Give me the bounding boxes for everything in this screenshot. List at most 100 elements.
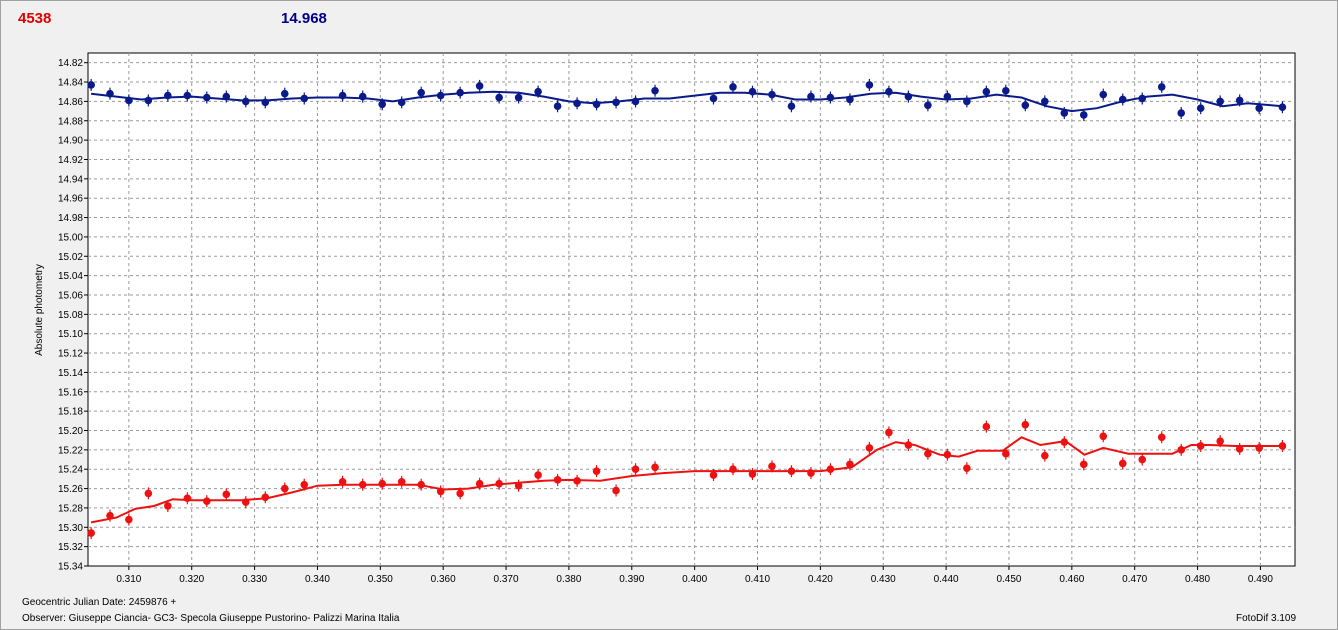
red-data-point [982,422,991,431]
x-tick-label: 0.390 [619,574,644,585]
y-tick-label: 15.10 [58,329,83,340]
red-data-point [943,450,952,459]
red-data-point [1255,444,1263,452]
red-data-point [1216,437,1224,445]
red-data-point [534,471,542,479]
red-data-point [1021,420,1030,429]
x-tick-label: 0.370 [494,574,519,585]
blue-data-point [748,87,757,96]
red-data-point [241,498,250,506]
blue-data-point [553,102,562,111]
x-tick-label: 0.460 [1059,574,1084,585]
y-tick-label: 15.20 [58,426,83,437]
red-data-point [456,489,464,498]
y-tick-label: 15.32 [58,542,83,553]
blue-data-point [1040,97,1049,106]
red-data-point [846,460,854,469]
y-tick-label: 14.84 [58,78,83,89]
y-tick-label: 14.82 [58,58,83,69]
red-data-point [87,529,95,537]
blue-data-point [1099,90,1108,99]
julian-date-label: Geocentric Julian Date: 2459876 + [22,597,177,608]
x-tick-label: 0.490 [1248,574,1273,585]
blue-data-point [1278,103,1287,112]
blue-data-point [397,98,406,107]
red-data-point [612,486,620,495]
y-tick-label: 15.06 [58,290,83,301]
red-data-point [300,480,309,489]
blue-data-point [612,98,620,107]
red-data-point [807,469,815,477]
y-tick-label: 15.02 [58,252,83,263]
blue-data-point [1157,83,1166,91]
red-data-point [924,449,932,458]
blue-data-point [631,97,640,106]
blue-data-point [456,88,464,97]
red-data-point [203,497,211,505]
blue-data-point [573,99,581,108]
red-data-point [729,465,737,474]
y-tick-label: 14.90 [58,136,83,147]
red-data-point [1235,445,1244,453]
blue-data-point [300,94,309,103]
blue-data-point [164,91,172,100]
blue-data-point [592,100,601,109]
blue-data-point [885,87,893,96]
y-tick-label: 15.26 [58,484,83,495]
y-tick-label: 15.28 [58,503,83,514]
blue-data-point [729,83,737,91]
x-tick-label: 0.450 [996,574,1021,585]
blue-data-point [514,93,523,102]
red-data-point [338,477,347,486]
software-label: FotoDif 3.109 [1236,613,1297,624]
blue-data-point [241,97,250,106]
red-data-point [183,494,192,503]
blue-data-point [436,91,445,100]
blue-data-point [417,88,425,97]
blue-data-point [943,92,952,101]
red-data-point [514,481,523,490]
x-tick-label: 0.330 [242,574,267,585]
x-tick-label: 0.480 [1185,574,1210,585]
blue-data-point [982,87,991,96]
y-tick-labels: 14.82 14.84 14.86 14.88 14.90 14.92 14.94 14.96… [58,58,83,572]
blue-data-point [826,93,835,102]
blue-data-point [87,81,95,89]
red-data-point [436,487,445,496]
x-tick-label: 0.400 [682,574,707,585]
plot-area [87,52,1296,567]
blue-data-point [709,94,718,103]
red-data-point [1079,460,1088,469]
blue-data-point [963,97,971,106]
blue-data-point [1255,104,1263,112]
red-data-point [125,515,133,524]
observer-label: Observer: Giuseppe Ciancia- GC3- Specola… [22,613,400,624]
blue-data-point [1079,111,1088,119]
blue-data-point [183,91,192,100]
blue-data-point [144,96,153,105]
red-data-point [748,470,757,478]
y-tick-label: 15.34 [58,562,83,573]
blue-data-point [1021,101,1030,110]
x-tick-label: 0.430 [871,574,896,585]
red-data-point [358,480,367,489]
y-tick-label: 15.14 [58,368,83,379]
red-data-point [1060,438,1069,446]
red-data-point [1099,432,1108,441]
red-data-point [222,490,231,499]
red-data-point [1177,446,1186,454]
red-data-point [1278,442,1287,450]
blue-data-point [787,102,796,111]
x-tick-label: 0.440 [934,574,959,585]
blue-data-point [495,93,503,102]
red-data-point [787,467,796,475]
blue-data-point [651,86,659,95]
blue-data-point [358,92,367,101]
red-data-point [1138,455,1147,464]
x-tick-label: 0.360 [431,574,456,585]
red-data-point [495,479,503,488]
blue-data-point [106,89,114,98]
y-tick-label: 14.94 [58,174,83,185]
grid-lines [84,53,1295,570]
blue-data-point [203,93,211,102]
